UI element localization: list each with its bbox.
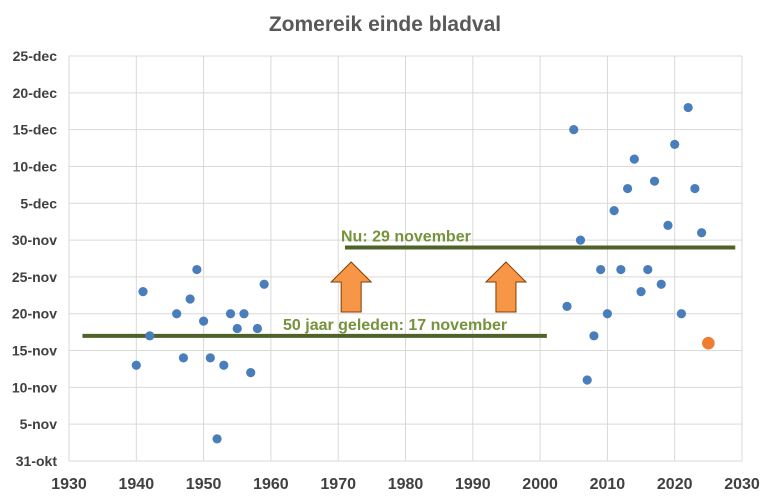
data-point xyxy=(239,309,249,319)
data-point xyxy=(232,323,242,334)
data-point xyxy=(562,301,572,311)
y-tick-label: 10-dec xyxy=(13,158,58,174)
reference-lines: 50 jaar geleden: 17 november Nu: 29 novem… xyxy=(82,228,736,338)
x-tick-label: 1980 xyxy=(388,476,424,493)
y-tick-label: 30-nov xyxy=(12,232,57,248)
data-point xyxy=(609,206,619,216)
data-point xyxy=(172,309,182,319)
data-point xyxy=(569,125,579,135)
x-tick-label: 1960 xyxy=(253,476,289,493)
y-tick-label: 25-nov xyxy=(12,269,57,285)
highlight-data-point xyxy=(702,336,715,350)
data-point xyxy=(622,183,633,194)
data-point xyxy=(656,279,666,289)
x-tick-label: 2000 xyxy=(522,476,558,493)
data-point xyxy=(670,139,680,149)
data-point xyxy=(683,102,693,113)
x-tick-label: 2010 xyxy=(590,476,626,493)
data-point xyxy=(589,331,599,341)
x-axis-ticks: 1930 1940 1950 1960 1970 1980 1990 2000 2010 2020… xyxy=(51,476,760,493)
data-point xyxy=(131,360,141,370)
data-point xyxy=(246,368,256,378)
data-point xyxy=(697,228,707,238)
data-point xyxy=(690,183,700,194)
data-point xyxy=(199,316,209,326)
y-tick-label: 20-dec xyxy=(13,85,58,101)
data-point xyxy=(138,287,148,297)
data-point xyxy=(178,353,189,363)
y-tick-label: 5-nov xyxy=(20,416,58,432)
x-tick-label: 1940 xyxy=(119,476,155,493)
data-point xyxy=(212,434,222,444)
data-point xyxy=(259,279,269,289)
reference-line-label: Nu: 29 november xyxy=(341,228,471,245)
data-point xyxy=(225,309,236,319)
data-point xyxy=(596,264,606,275)
data-point xyxy=(582,375,592,385)
y-tick-label: 20-nov xyxy=(12,306,57,322)
data-point xyxy=(636,287,646,297)
data-point xyxy=(185,294,195,304)
data-point xyxy=(219,360,229,370)
data-point xyxy=(575,235,586,245)
data-point xyxy=(676,309,687,319)
arrows xyxy=(329,261,528,313)
data-point xyxy=(649,176,660,186)
y-tick-label: 31-okt xyxy=(16,453,58,469)
data-point xyxy=(205,353,215,363)
x-tick-label: 1950 xyxy=(186,476,222,493)
up-arrow-icon xyxy=(484,261,528,313)
x-tick-label: 2020 xyxy=(657,476,693,493)
x-tick-label: 1970 xyxy=(320,476,356,493)
y-tick-label: 15-nov xyxy=(12,343,57,359)
y-tick-label: 15-dec xyxy=(13,122,58,138)
reference-line-label: 50 jaar geleden: 17 november xyxy=(283,317,507,334)
grid xyxy=(68,55,743,462)
data-point xyxy=(663,220,673,230)
y-tick-label: 25-dec xyxy=(13,48,58,64)
x-tick-label: 1930 xyxy=(51,476,87,493)
up-arrow-icon xyxy=(329,261,373,313)
x-tick-label: 1990 xyxy=(455,476,491,493)
data-points xyxy=(131,102,715,444)
y-axis-ticks: 31-okt 5-nov 10-nov 15-nov 20-nov 25-nov 30-no… xyxy=(12,48,57,469)
data-point xyxy=(145,331,155,341)
data-point xyxy=(602,309,613,319)
data-point xyxy=(252,323,263,334)
data-point xyxy=(629,154,639,164)
x-tick-label: 2030 xyxy=(724,476,760,493)
chart-title: Zomereik einde bladval xyxy=(269,13,501,36)
y-tick-label: 10-nov xyxy=(12,379,57,395)
data-point xyxy=(643,264,653,275)
data-point xyxy=(616,264,626,275)
data-point xyxy=(192,264,202,275)
y-tick-label: 5-dec xyxy=(20,195,57,211)
